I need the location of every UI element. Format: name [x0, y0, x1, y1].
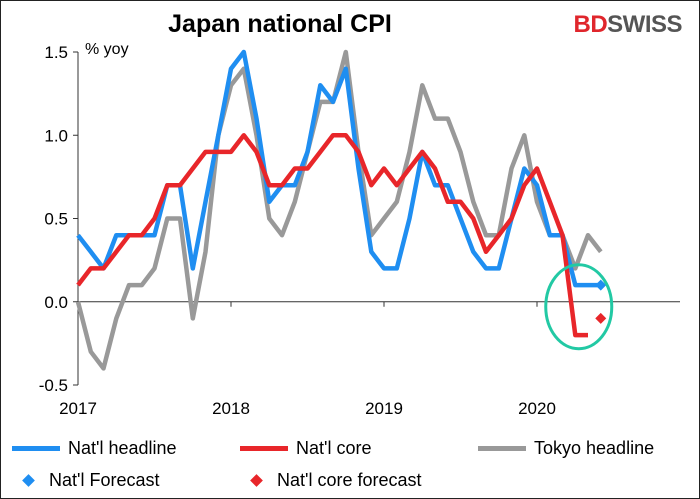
y-tick-label-3: 1.0 [44, 126, 68, 145]
forecast-marker-1 [595, 312, 607, 324]
y-tick-label-1: 0.0 [44, 293, 68, 312]
legend-swatch-natl-headline [12, 446, 60, 451]
logo-text-part2: SWISS [607, 11, 682, 38]
x-tick-label-3: 2020 [518, 399, 556, 418]
series-line-nat-l-headline [76, 49, 601, 288]
logo-text-part1: BD [573, 11, 608, 38]
legend-item-natl-forecast: Nat'l Forecast [12, 470, 159, 491]
series-line-tokyo-headline [75, 49, 603, 371]
y-axis-label: % yoy [85, 41, 129, 58]
legend-swatch-tokyo-headline [478, 446, 526, 451]
series-line-nat-l-core [76, 133, 588, 338]
cpi-line-chart: -0.5 0.0 0.5 1.0 1.5 % yoy 2017 2018 2019 2020 [39, 41, 680, 418]
legend-swatch-natl-core [240, 446, 288, 451]
y-tick-label-0: -0.5 [39, 376, 68, 395]
legend-item-natl-core-forecast: Nat'l core forecast [240, 470, 422, 491]
legend-item-natl-headline: Nat'l headline [12, 438, 177, 459]
annotation-circle [544, 263, 614, 351]
legend-label-natl-forecast: Nat'l Forecast [49, 470, 160, 490]
legend-item-natl-core: Nat'l core [240, 438, 371, 459]
forecast-marker-0 [595, 279, 607, 291]
legend-item-tokyo-headline: Tokyo headline [478, 438, 654, 459]
chart-legend: Nat'l headline Nat'l core Tokyo headline… [0, 432, 700, 497]
legend-marker-natl-core-forecast [250, 474, 263, 487]
legend-label-natl-headline: Nat'l headline [68, 438, 177, 458]
legend-marker-natl-forecast [22, 474, 35, 487]
x-tick-label-0: 2017 [59, 399, 97, 418]
legend-label-natl-core: Nat'l core [296, 438, 372, 458]
x-tick-label-1: 2018 [212, 399, 250, 418]
legend-label-natl-core-forecast: Nat'l core forecast [277, 470, 422, 490]
y-tick-label-4: 1.5 [44, 43, 68, 62]
y-tick-label-2: 0.5 [44, 210, 68, 229]
x-tick-label-2: 2019 [365, 399, 403, 418]
chart-title: Japan national CPI [168, 10, 392, 38]
brand-logo: BD SWISS [573, 10, 682, 40]
legend-label-tokyo-headline: Tokyo headline [534, 438, 655, 458]
